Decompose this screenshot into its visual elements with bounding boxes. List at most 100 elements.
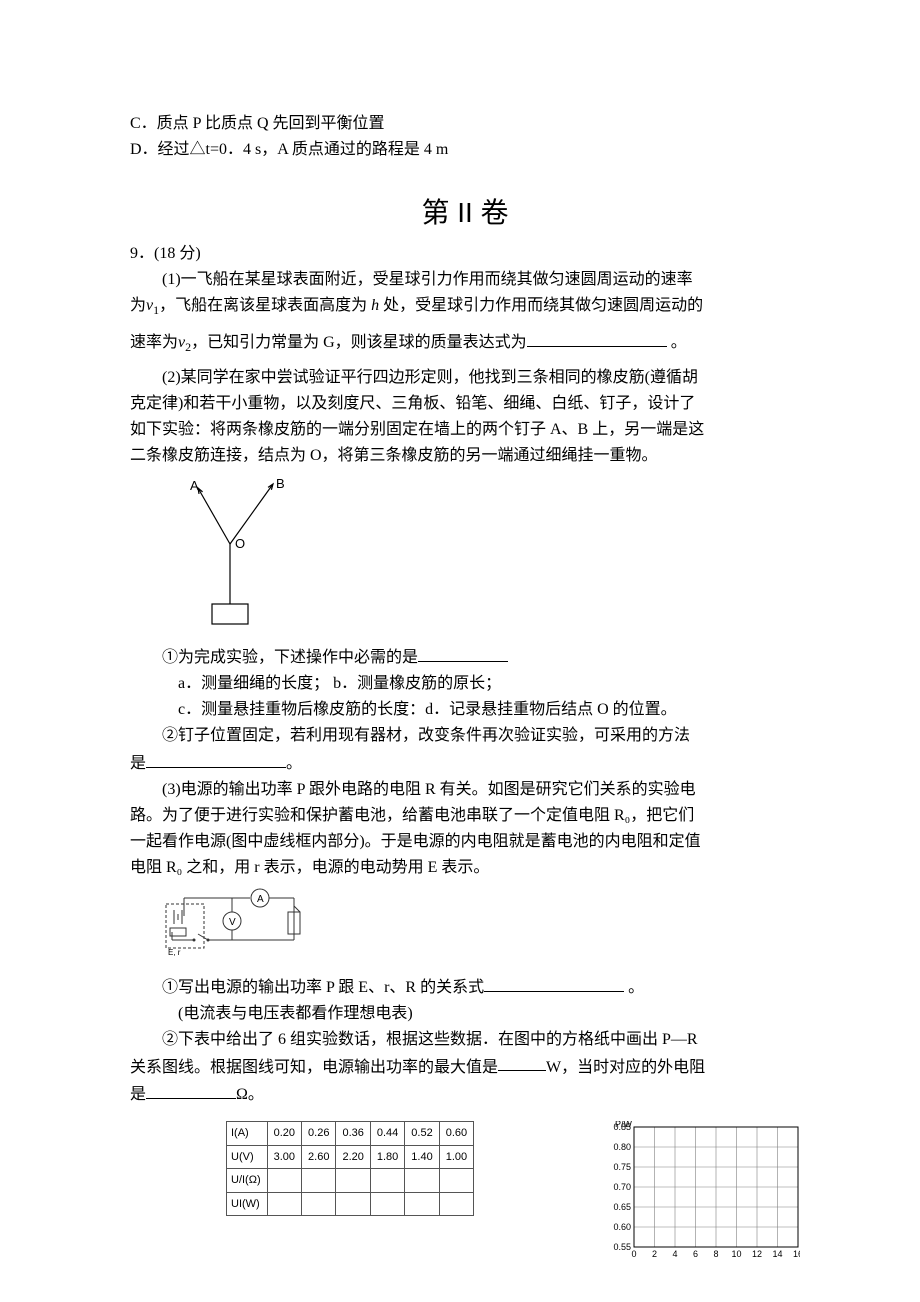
table-cell bbox=[302, 1192, 336, 1216]
table-cell: 0.26 bbox=[302, 1122, 336, 1146]
option-d: D．经过△t=0．4 s，A 质点通过的路程是 4 m bbox=[130, 138, 800, 162]
svg-text:A: A bbox=[190, 478, 199, 493]
data-table: I(A)0.200.260.360.440.520.60 U(V)3.002.60… bbox=[226, 1121, 474, 1216]
var-h: h bbox=[371, 297, 379, 314]
svg-text:12: 12 bbox=[752, 1249, 762, 1259]
table-cell bbox=[336, 1192, 370, 1216]
q9-3-sub2a: ②下表中给出了 6 组实验数话，根据这些数据．在图中的方格纸中画出 P—R bbox=[130, 1028, 800, 1052]
q9-3-subnote: (电流表与电压表都看作理想电表) bbox=[130, 1002, 800, 1026]
t: ，飞船在离该星球表面高度为 bbox=[159, 297, 371, 314]
svg-text:P/W: P/W bbox=[615, 1121, 633, 1129]
q9-3-l2: 路。为了便于进行实验和保护蓄电池，给蓄电池串联了一个定值电阻 R₀，把它们 bbox=[130, 804, 800, 828]
t: 。 bbox=[667, 334, 687, 351]
circuit-diagram: E, r A V bbox=[162, 888, 800, 966]
svg-text:0: 0 bbox=[632, 1249, 637, 1259]
t: ①写出电源的输出功率 P 跟 E、r、R 的关系式 bbox=[162, 979, 484, 996]
t: 。 bbox=[624, 979, 644, 996]
t: W，当时对应的外电阻 bbox=[546, 1058, 705, 1075]
blank-pmax bbox=[498, 1054, 546, 1072]
svg-text:E, r: E, r bbox=[168, 948, 181, 957]
table-cell: 0.60 bbox=[439, 1122, 473, 1146]
table-rowheader: U/I(Ω) bbox=[227, 1169, 268, 1193]
t: 关系图线。根据图线可知，电源输出功率的最大值是 bbox=[130, 1058, 498, 1075]
table-cell bbox=[370, 1169, 404, 1193]
table-cell: 0.52 bbox=[405, 1122, 439, 1146]
svg-text:V: V bbox=[229, 917, 236, 928]
table-cell: 0.20 bbox=[267, 1122, 301, 1146]
option-c: C．质点 P 比质点 Q 先回到平衡位置 bbox=[130, 112, 800, 136]
t: 为 bbox=[130, 297, 146, 314]
q9-2-l2: 克定律)和若干小重物，以及刻度尺、三角板、铅笔、细绳、白纸、钉子，设计了 bbox=[130, 392, 800, 416]
svg-text:14: 14 bbox=[773, 1249, 783, 1259]
svg-text:A: A bbox=[257, 894, 264, 905]
table-cell bbox=[439, 1169, 473, 1193]
svg-text:0.65: 0.65 bbox=[614, 1202, 632, 1212]
q9-2-optcd: c．测量悬挂重物后橡皮筋的长度：d．记录悬挂重物后结点 O 的位置。 bbox=[130, 698, 800, 722]
t: 速率为 bbox=[130, 334, 178, 351]
table-cell: 1.00 bbox=[439, 1145, 473, 1169]
svg-text:0.70: 0.70 bbox=[614, 1182, 632, 1192]
q9-1-line1: (1)一飞船在某星球表面附近，受星球引力作用而绕其做匀速圆周运动的速率 bbox=[130, 268, 800, 292]
t: 处，受星球引力作用而绕其做匀速圆周运动的 bbox=[379, 297, 703, 314]
q9-2-sub2b: 是。 bbox=[130, 750, 800, 776]
blank-sub1 bbox=[418, 644, 508, 662]
table-rowheader: U(V) bbox=[227, 1145, 268, 1169]
t: ①为完成实验，下述操作中必需的是 bbox=[162, 649, 418, 666]
ab-diagram: A B O bbox=[178, 476, 800, 636]
t: Ω。 bbox=[236, 1086, 264, 1103]
q9-1-line3: 速率为v2，已知引力常量为 G，则该星球的质量表达式为 。 bbox=[130, 329, 800, 356]
table-cell: 0.44 bbox=[370, 1122, 404, 1146]
blank-mass bbox=[527, 329, 667, 347]
blank-relation bbox=[484, 974, 624, 992]
table-cell bbox=[405, 1169, 439, 1193]
table-cell bbox=[302, 1169, 336, 1193]
q9-1-line2: 为v1，飞船在离该星球表面高度为 h 处，受星球引力作用而绕其做匀速圆周运动的 bbox=[130, 294, 800, 319]
blank-rval bbox=[146, 1081, 236, 1099]
svg-text:16: 16 bbox=[793, 1249, 800, 1259]
svg-text:O: O bbox=[235, 536, 245, 551]
svg-text:6: 6 bbox=[693, 1249, 698, 1259]
q9-3-l1: (3)电源的输出功率 P 跟外电路的电阻 R 有关。如图是研究它们关系的实验电 bbox=[130, 778, 800, 802]
svg-text:0.55: 0.55 bbox=[614, 1242, 632, 1252]
q9-number: 9．(18 分) bbox=[130, 242, 800, 266]
q9-2-optab: a．测量细绳的长度； b．测量橡皮筋的原长； bbox=[130, 672, 800, 696]
svg-text:B: B bbox=[276, 476, 285, 491]
table-cell: 3.00 bbox=[267, 1145, 301, 1169]
t: ，已知引力常量为 G，则该星球的质量表达式为 bbox=[191, 334, 527, 351]
svg-text:8: 8 bbox=[714, 1249, 719, 1259]
q9-3-l3: 一起看作电源(图中虚线框内部分)。于是电源的内电阻就是蓄电池的内电阻和定值 bbox=[130, 830, 800, 854]
q9-3-sub2b: 关系图线。根据图线可知，电源输出功率的最大值是 W，当时对应的外电阻 bbox=[130, 1054, 800, 1080]
table-cell bbox=[267, 1169, 301, 1193]
table-rowheader: UI(W) bbox=[227, 1192, 268, 1216]
table-cell: 1.80 bbox=[370, 1145, 404, 1169]
q9-2-l3: 如下实验：将两条橡皮筋的一端分别固定在墙上的两个钉子 A、B 上，另一端是这 bbox=[130, 418, 800, 442]
table-cell: 1.40 bbox=[405, 1145, 439, 1169]
grid-chart: 02468101214160.550.600.650.700.750.800.8… bbox=[604, 1121, 800, 1261]
table-cell bbox=[370, 1192, 404, 1216]
q9-2-l4: 二条橡皮筋连接，结点为 O，将第三条橡皮筋的另一端通过细绳挂一重物。 bbox=[130, 444, 800, 468]
q9-2-sub2a: ②钉子位置固定，若利用现有器材，改变条件再次验证实验，可采用的方法 bbox=[130, 724, 800, 748]
blank-sub2 bbox=[146, 750, 286, 768]
t: 。 bbox=[286, 755, 302, 772]
table-cell bbox=[439, 1192, 473, 1216]
svg-text:0.75: 0.75 bbox=[614, 1162, 632, 1172]
svg-text:0.80: 0.80 bbox=[614, 1142, 632, 1152]
table-cell: 2.20 bbox=[336, 1145, 370, 1169]
q9-2-sub1: ①为完成实验，下述操作中必需的是 bbox=[130, 644, 800, 670]
section-title: 第 II 卷 bbox=[130, 192, 800, 234]
svg-text:2: 2 bbox=[652, 1249, 657, 1259]
table-rowheader: I(A) bbox=[227, 1122, 268, 1146]
svg-text:10: 10 bbox=[732, 1249, 742, 1259]
table-cell: 0.36 bbox=[336, 1122, 370, 1146]
svg-text:0.60: 0.60 bbox=[614, 1222, 632, 1232]
t: 是 bbox=[130, 755, 146, 772]
table-cell bbox=[336, 1169, 370, 1193]
table-cell bbox=[267, 1192, 301, 1216]
q9-3-sub2d: 是Ω。 bbox=[130, 1081, 800, 1107]
q9-2-l1: (2)某同学在家中尝试验证平行四边形定则，他找到三条相同的橡皮筋(遵循胡 bbox=[130, 366, 800, 390]
q9-3-sub1: ①写出电源的输出功率 P 跟 E、r、R 的关系式 。 bbox=[130, 974, 800, 1000]
svg-text:4: 4 bbox=[673, 1249, 678, 1259]
q9-3-l4: 电阻 R₀ 之和，用 r 表示，电源的电动势用 E 表示。 bbox=[130, 856, 800, 880]
table-cell: 2.60 bbox=[302, 1145, 336, 1169]
table-cell bbox=[405, 1192, 439, 1216]
